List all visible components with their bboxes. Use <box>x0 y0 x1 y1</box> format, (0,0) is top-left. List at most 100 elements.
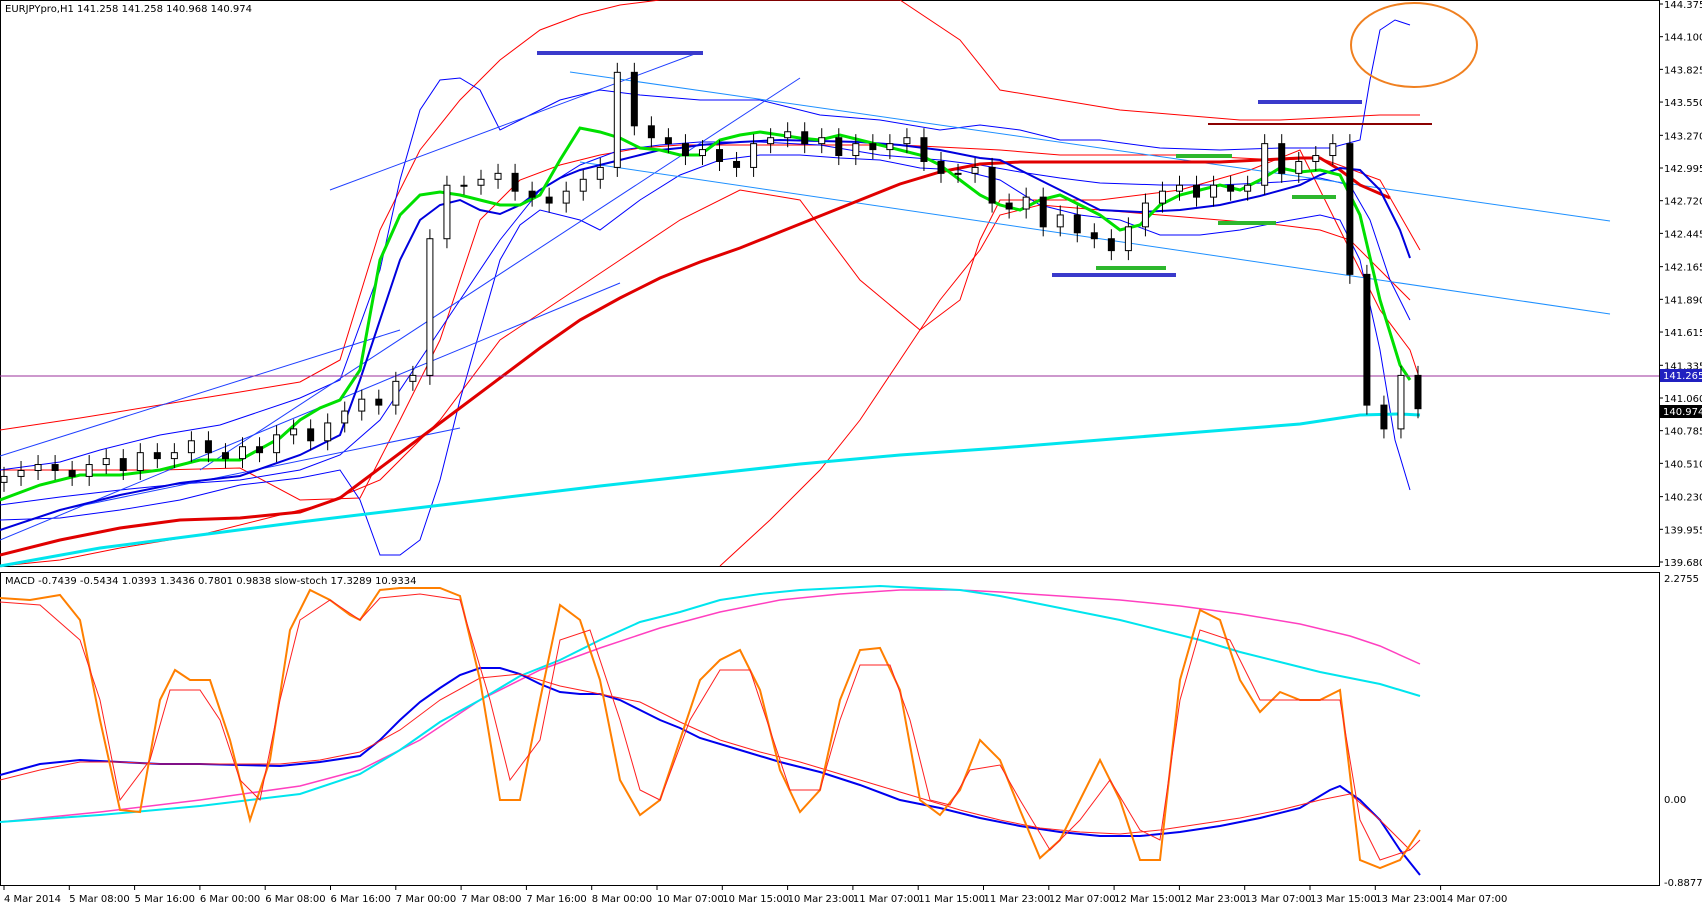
highlight-circle <box>1350 2 1478 88</box>
candle-body <box>17 469 25 477</box>
time-tick-label: 12 Mar 07:00 <box>1049 894 1116 905</box>
ma-cyan <box>0 412 1421 568</box>
trendline-blue-3 <box>0 282 621 541</box>
candle-body <box>886 143 894 151</box>
candle-body <box>358 398 366 412</box>
macd-signal-pink <box>0 589 1421 823</box>
candle-body <box>153 452 161 460</box>
candle-body <box>988 166 996 204</box>
candle-body <box>256 446 264 454</box>
bid-price-tag-bg <box>1660 369 1702 382</box>
candle-body <box>1056 214 1064 228</box>
candle-body <box>273 434 281 454</box>
candle-body <box>1312 155 1320 162</box>
time-tick-label: 4 Mar 2014 <box>4 894 61 905</box>
candle-body <box>426 238 434 376</box>
time-tick-label: 10 Mar 23:00 <box>788 894 855 905</box>
candle-body <box>869 143 877 151</box>
candle-body <box>596 166 604 180</box>
candle-body <box>579 178 587 192</box>
time-tick-label: 11 Mar 23:00 <box>984 894 1051 905</box>
candle-body <box>477 178 485 186</box>
time-tick-label: 6 Mar 08:00 <box>265 894 325 905</box>
candle-body <box>698 149 706 157</box>
candle-body <box>784 131 792 139</box>
candles <box>0 62 1422 492</box>
price-tick-label: 142.995 <box>1664 164 1702 175</box>
candle-body <box>511 172 519 192</box>
indicator-pane-frame <box>0 572 1660 886</box>
candle-body <box>1329 143 1337 157</box>
price-tick-label: 143.270 <box>1664 131 1702 142</box>
time-tick-label: 6 Mar 16:00 <box>331 894 391 905</box>
bollinger-inner-lower <box>0 154 1411 556</box>
last-price-tag-bg <box>1660 405 1702 418</box>
candle-body <box>1278 143 1286 174</box>
price-tick-label: 144.375 <box>1664 0 1702 11</box>
time-tick-label: 6 Mar 00:00 <box>200 894 260 905</box>
candle-body <box>1295 160 1303 174</box>
price-tick-label: 141.335 <box>1664 361 1702 372</box>
candle-body <box>324 422 332 442</box>
candle-body <box>221 452 229 460</box>
candle-body <box>307 428 315 442</box>
indicator-axis: 2.2755 0.00 -0.8877 <box>1664 574 1702 889</box>
time-tick-label: 11 Mar 07:00 <box>853 894 920 905</box>
candle-body <box>409 374 417 382</box>
candle-body <box>937 160 945 174</box>
last-price-tag: 140.974 <box>1663 407 1702 418</box>
candle-body <box>341 410 349 424</box>
time-axis: 4 Mar 2014 5 Mar 08:00 5 Mar 16:00 6 Mar 00… <box>3 886 1508 905</box>
time-tick-label: 7 Mar 16:00 <box>526 894 586 905</box>
time-tick-label: 14 Mar 07:00 <box>1441 894 1508 905</box>
price-tick-label: 140.785 <box>1664 427 1702 438</box>
time-tick-label: 13 Mar 15:00 <box>1310 894 1377 905</box>
candle-body <box>630 71 638 127</box>
bid-price-tag: 141.265 <box>1663 371 1702 382</box>
candle-body <box>545 196 553 204</box>
candle-body <box>903 137 911 145</box>
candle-body <box>733 160 741 168</box>
time-tick-label: 8 Mar 00:00 <box>592 894 652 905</box>
time-tick-label: 13 Mar 23:00 <box>1375 894 1442 905</box>
time-tick-label: 10 Mar 15:00 <box>722 894 789 905</box>
ma-red-thick <box>0 156 1391 557</box>
indicator-tick-zero: 0.00 <box>1664 795 1686 806</box>
price-tick-label: 139.680 <box>1664 558 1702 569</box>
price-tick-label: 141.060 <box>1664 394 1702 405</box>
candle-body <box>1158 190 1166 204</box>
candle-body <box>204 440 212 454</box>
time-tick-label: 7 Mar 08:00 <box>461 894 521 905</box>
price-tick-label: 140.230 <box>1664 493 1702 504</box>
price-tick-label: 143.550 <box>1664 98 1702 109</box>
candle-body <box>664 137 672 145</box>
time-tick-label: 12 Mar 15:00 <box>1114 894 1181 905</box>
ma-green-fast <box>0 126 1412 502</box>
candle-body <box>375 398 383 406</box>
candle-body <box>392 380 400 406</box>
channel-upper-line <box>569 71 1611 222</box>
price-axis: 144.375 144.100 143.825 143.550 143.270 142.9… <box>1659 0 1702 569</box>
price-tick-label: 141.615 <box>1664 328 1702 339</box>
candle-body <box>971 166 979 174</box>
candle-body <box>1124 226 1132 252</box>
ma-blue-thick <box>0 138 1411 531</box>
candle-body <box>119 458 127 471</box>
macd-blue <box>0 667 1421 876</box>
time-tick-label: 13 Mar 07:00 <box>1245 894 1312 905</box>
time-tick-label: 5 Mar 08:00 <box>69 894 129 905</box>
bollinger-outer-upper <box>0 0 1420 431</box>
trendline-blue-2 <box>0 329 401 457</box>
candle-body <box>852 143 860 157</box>
candle-body <box>954 172 962 175</box>
price-tick-label: 141.890 <box>1664 295 1702 306</box>
candle-body <box>1175 184 1183 192</box>
candle-body <box>750 143 758 168</box>
time-tick-label: 7 Mar 00:00 <box>396 894 456 905</box>
indicator-caption: MACD -0.7439 -0.5434 1.0393 1.3436 0.780… <box>5 576 416 587</box>
candle-body <box>34 464 42 471</box>
candle-body <box>170 452 178 460</box>
price-tick-label: 139.955 <box>1664 525 1702 536</box>
candle-body <box>102 458 110 466</box>
